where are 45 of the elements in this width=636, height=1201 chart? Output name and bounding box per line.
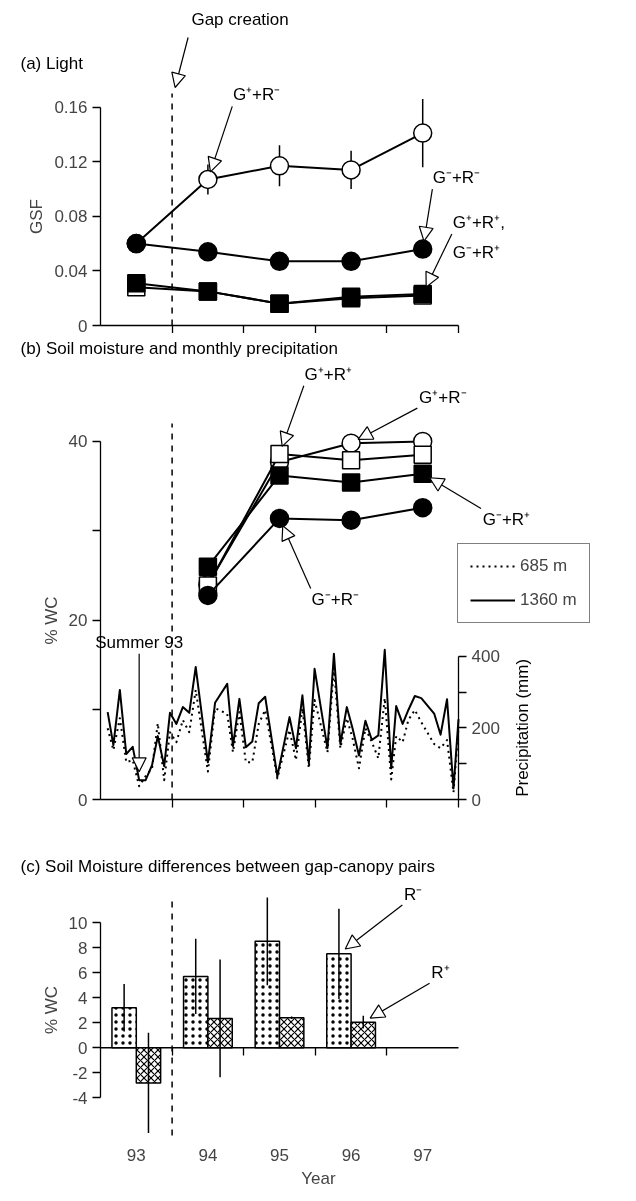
annotation: G⁺+R⁻ [232,85,281,105]
ref-line-label: Gap creation [191,9,289,29]
x-tick-label: 97 [413,1145,433,1165]
y-tick-label: 0.12 [54,152,88,172]
annotation: G⁺+R⁺, [452,213,505,233]
x-axis-title: Year [301,1168,337,1188]
y-tick-label: 0.08 [54,207,88,227]
legend-label: 1360 m [520,590,577,610]
annotation: R⁺ [431,963,450,983]
y-axis-title: % WC [41,596,61,645]
annotation: G⁻+R⁻ [311,590,359,610]
annotation: G⁻+R⁺ [452,243,501,263]
y-tick-label: 0.04 [54,261,88,281]
annotation: G⁺+R⁺ [304,364,352,384]
y2-tick-label: 0 [471,790,481,810]
y-tick-label: 40 [68,432,88,452]
y-tick-label: 20 [68,611,88,631]
y-tick-label: 0 [78,790,88,810]
chart-title: (a) Light [20,53,84,73]
y-tick-label: -4 [72,1088,88,1108]
y-tick-label: 4 [78,988,88,1008]
x-tick-label: 93 [126,1145,146,1165]
y-tick-label: 8 [78,938,88,958]
y-tick-label: 0 [78,316,88,336]
chart-title: (c) Soil Moisture differences between gap-canopy pairs [20,856,436,876]
y2-tick-label: 200 [471,718,500,738]
y2-tick-label: 400 [471,647,500,667]
annotation: G⁺+R⁻ [419,388,467,408]
annotation: G⁻+R⁺ [482,509,531,529]
y-axis-title: % WC [41,985,61,1035]
legend-label: 685 m [520,556,568,576]
y-tick-label: 2 [78,1013,88,1033]
annotation: R⁻ [403,884,423,904]
y-tick-label: 0.16 [54,98,88,118]
y-axis-title: GSF [27,199,47,234]
y-tick-label: 0 [78,1038,88,1058]
x-tick-label: 96 [341,1145,361,1165]
x-tick-label: 94 [198,1145,218,1165]
x-tick-label: 95 [270,1145,289,1165]
y-tick-label: 6 [78,963,88,983]
annotation: G⁻+R⁻ [432,168,481,188]
y-tick-label: 10 [68,913,88,933]
y-tick-label: -2 [72,1063,88,1083]
chart-title: (b) Soil moisture and monthly precipitation [20,338,338,358]
y2-axis-title: Precipitation (mm) [513,658,532,797]
